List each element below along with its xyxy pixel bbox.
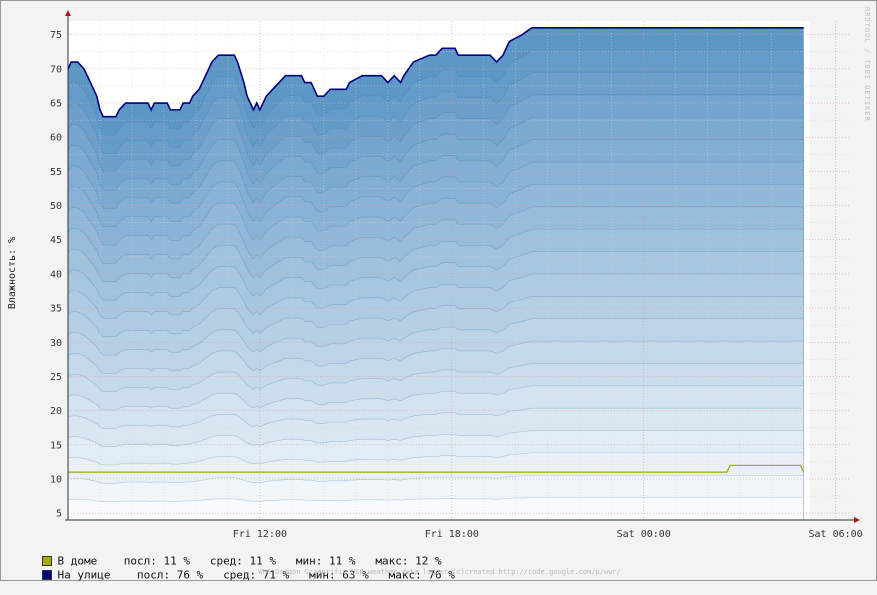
y-tick-label: 75	[50, 30, 62, 41]
y-tick-label: 20	[50, 406, 62, 417]
x-tick-label: Sat 06:00	[809, 529, 863, 540]
y-tick-label: 15	[50, 440, 62, 451]
y-tick-label: 25	[50, 372, 62, 383]
outdoor-area-band	[67, 497, 804, 521]
y-tick-label: 65	[50, 99, 62, 110]
outdoor-humidity-line	[67, 27, 804, 118]
y-axis-arrow	[65, 10, 71, 16]
chart-frame: 5 10 15 20 25 30 35 40 45 50 55 60 65 70 75 Fri 12:00 Fr…	[0, 0, 877, 582]
y-tick-label: 50	[50, 201, 62, 212]
x-tick-label: Sat 00:00	[617, 529, 671, 540]
y-tick-label: 30	[50, 338, 62, 349]
y-tick-label: 55	[50, 167, 62, 178]
indoor-humidity-line	[68, 464, 805, 473]
legend-text-indoor: В доме посл: 11 % сред: 11 % мин: 11 % м…	[57, 554, 442, 568]
y-tick-label: 40	[50, 269, 62, 280]
footer-credit: WH8 Oregon Scientific USB weather-data l…	[258, 568, 621, 576]
y-tick-label: 45	[50, 235, 62, 246]
legend-item-indoor: В доме посл: 11 % сред: 11 % мин: 11 % м…	[15, 541, 442, 581]
x-axis-arrow	[854, 517, 860, 523]
y-tick-label: 70	[50, 64, 62, 75]
y-tick-label: 60	[50, 133, 62, 144]
y-tick-label: 10	[50, 474, 62, 485]
y-tick-label: 5	[56, 509, 62, 520]
legend-swatch-indoor	[41, 556, 52, 566]
y-tick-label: 35	[50, 304, 62, 315]
humidity-chart: 5 10 15 20 25 30 35 40 45 50 55 60 65 70 75 Fri 12:00 Fr…	[7, 10, 863, 540]
x-tick-label: Fri 12:00	[233, 529, 287, 540]
legend-swatch-outdoor	[41, 570, 52, 580]
legend-text-outdoor: На улице посл: 76 % сред: 71 % мин: 63 %…	[57, 568, 455, 582]
x-tick-label: Fri 18:00	[425, 529, 479, 540]
legend-item-outdoor: На улице посл: 76 % сред: 71 % мин: 63 %…	[15, 555, 455, 595]
y-axis-label: Влажность: %	[7, 237, 18, 309]
rrdtool-watermark: RRDTOOL / TOBI OETIKER	[863, 7, 871, 122]
